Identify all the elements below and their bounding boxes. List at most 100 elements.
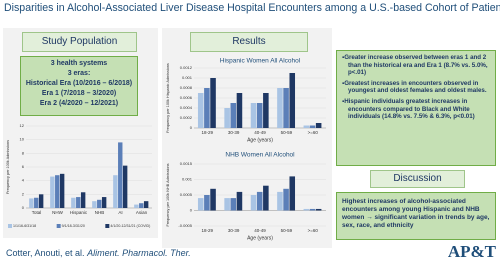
x-tick-label: >=60 (308, 130, 319, 135)
x-tick-label: NHB (95, 210, 105, 215)
study-line: 3 eras: (67, 70, 91, 77)
bar (59, 173, 65, 208)
study-box: 3 health systems 3 eras: Historical Era … (20, 56, 138, 116)
chart-title: NHB Women All Alcohol (225, 152, 295, 159)
bar (224, 198, 230, 211)
study-line: Historical Era (10/2016 – 6/2018) (25, 80, 133, 87)
bar (315, 208, 322, 211)
finding: Greatest increases in encounters observe… (341, 80, 491, 95)
y-tick-label: -0.0005 (178, 223, 192, 228)
x-tick-label: 30-39 (228, 228, 240, 233)
y-axis-label: Frequency per 100k Admissions (6, 140, 10, 194)
y-tick-label: 0.0005 (180, 192, 193, 197)
x-tick-label: NHW (52, 210, 63, 215)
y-tick-label: 10 (20, 137, 25, 142)
chart: 0 2 4 6 8 10 12 Total NHW Hispanic NHB AI Asian Frequ… (6, 123, 152, 228)
bar (71, 197, 76, 208)
study-heading: Study Population (22, 32, 137, 52)
bar (92, 201, 97, 208)
bar (289, 73, 296, 128)
bar (250, 103, 257, 128)
bar (277, 191, 283, 211)
x-tick-label: 30-39 (228, 130, 240, 135)
y-tick-label: 0.001 (182, 177, 193, 182)
x-tick-label: 50-59 (281, 130, 293, 135)
bar (256, 103, 263, 128)
discussion-heading: Discussion (370, 170, 465, 188)
y-tick-label: 0.0008 (180, 85, 193, 90)
legend-swatch (8, 224, 12, 228)
bar (283, 88, 289, 128)
study-line: 3 health systems (50, 60, 108, 67)
bar (210, 188, 216, 211)
y-tick-label: 0.001 (182, 75, 193, 80)
bar (197, 198, 204, 211)
discussion-box: Highest increases of alcohol-associated … (336, 192, 496, 240)
bar (277, 88, 283, 128)
y-axis-label: Frequency per 100k Hispanic Admissions (166, 63, 170, 133)
bar (197, 93, 204, 128)
y-tick-label: 8 (22, 150, 25, 155)
bar (101, 197, 107, 208)
y-axis-label: Frequency per 100k NHB Admissions (166, 163, 170, 226)
bar (34, 197, 39, 208)
bar (210, 78, 216, 128)
bar (143, 201, 149, 208)
legend-swatch (56, 224, 61, 228)
results-panel (162, 28, 332, 248)
study-line: Era 2 (4/2020 – 12/2021) (39, 100, 119, 107)
finding: Greater increase observed between eras 1… (341, 54, 491, 77)
bar (263, 93, 269, 128)
authors: Cotter, Anouti, et al. (6, 248, 85, 258)
bar (236, 191, 243, 211)
x-tick-label: Hispanic (70, 210, 88, 215)
y-tick-label: 0.0012 (180, 65, 193, 70)
bar (50, 176, 55, 208)
study-line: Era 1 (7/2018 – 3/2020) (41, 90, 117, 97)
bar (263, 185, 269, 211)
chart-title: Hispanic Women All Alcohol (220, 58, 301, 65)
bar (204, 195, 210, 211)
legend-label: 9/1/18-3/31/20 (62, 224, 85, 228)
bar (134, 204, 139, 208)
bar (250, 195, 257, 211)
bar (97, 199, 102, 208)
y-tick-label: 6 (22, 164, 25, 169)
x-tick-label: AI (118, 210, 122, 215)
x-tick-label: Total (32, 210, 42, 215)
y-tick-label: 0.0006 (180, 95, 193, 100)
bar (76, 197, 81, 208)
bar (289, 176, 296, 211)
bar (113, 175, 118, 208)
bar (309, 208, 316, 211)
y-tick-label: 0 (22, 205, 25, 210)
x-tick-label: 18-29 (201, 130, 213, 135)
bar (236, 93, 243, 128)
citation: Cotter, Anouti, et al. Aliment. Pharmaco… (6, 248, 191, 258)
y-tick-label: 0 (190, 125, 193, 130)
legend-swatch (105, 224, 110, 228)
y-tick-label: 2 (22, 191, 25, 196)
logo: AP&T (447, 242, 496, 261)
bar (139, 203, 144, 208)
x-tick-label: 18-29 (201, 228, 213, 233)
bar (303, 125, 310, 128)
bar (55, 175, 60, 208)
y-tick-label: 0.0015 (180, 161, 193, 166)
x-tick-label: Asian (136, 210, 148, 215)
bar (224, 108, 230, 128)
bar (230, 198, 237, 211)
x-axis-label: Age (years) (247, 235, 273, 241)
bar (230, 103, 237, 128)
y-tick-label: 0.0002 (180, 115, 193, 120)
bar (303, 208, 310, 211)
x-tick-label: >=60 (308, 228, 319, 233)
journal: Aliment. Pharmacol. Ther. (87, 248, 191, 258)
bar (283, 188, 289, 211)
bar (29, 198, 34, 208)
x-tick-label: 40-49 (254, 228, 266, 233)
finding: Hispanic individuals greatest increases … (341, 98, 491, 121)
bar (256, 191, 263, 211)
bar (80, 192, 86, 208)
